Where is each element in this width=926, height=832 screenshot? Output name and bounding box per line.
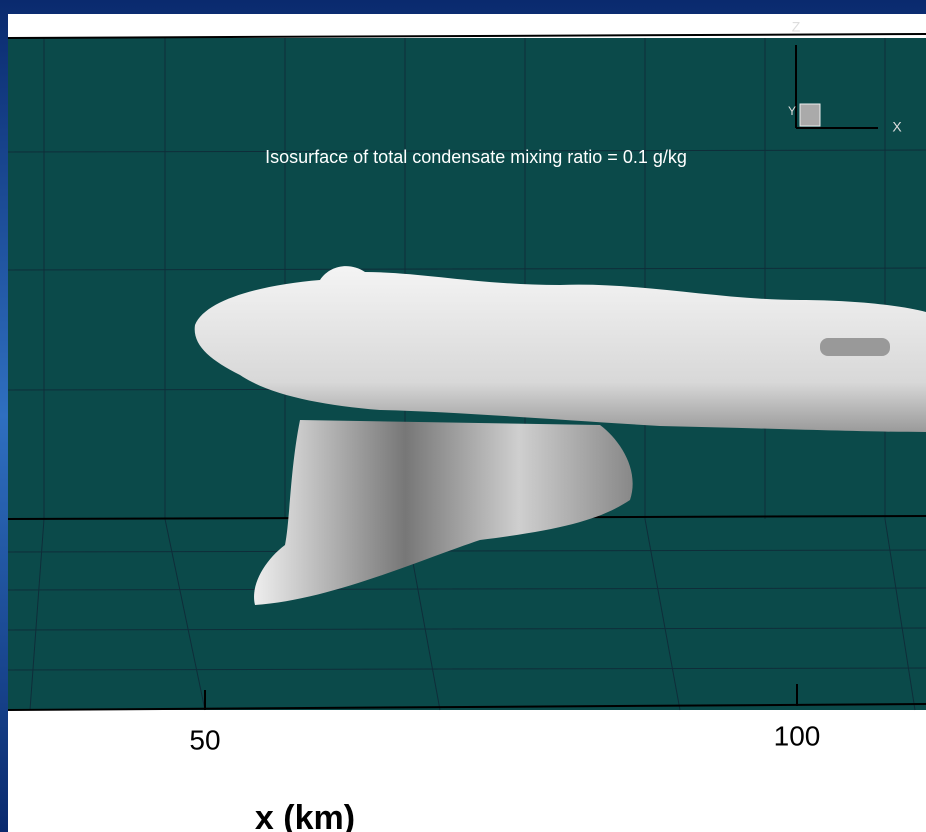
screen: 50 100 x (km) Isosurface of total conden… — [0, 0, 926, 832]
triad-y-label: Y — [788, 104, 796, 118]
triad-y — [800, 104, 820, 126]
title: Isosurface of total condensate mixing ra… — [265, 147, 687, 167]
triad-z-label: Z — [792, 19, 801, 35]
x-axis-label: x (km) — [255, 799, 355, 832]
x-tick-label: 50 — [189, 724, 220, 755]
cloud-feature — [820, 338, 890, 356]
triad-x-label: X — [892, 119, 902, 135]
x-tick-label: 100 — [774, 720, 821, 751]
